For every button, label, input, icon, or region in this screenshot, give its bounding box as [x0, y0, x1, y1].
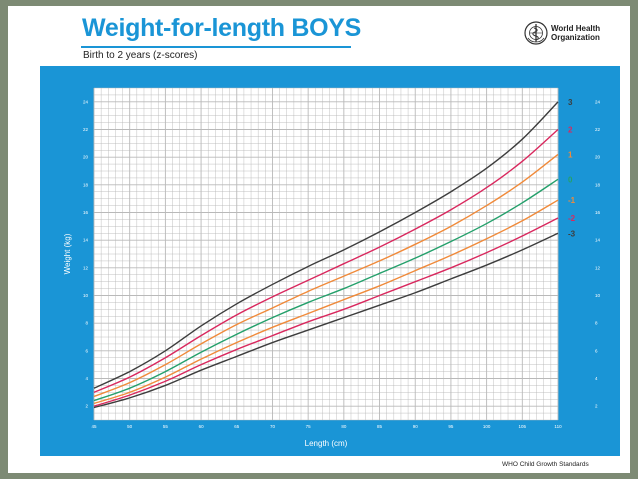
z-score-label: -2 — [568, 214, 576, 223]
y-axis-label: Weight (kg) — [63, 233, 72, 274]
who-name-line2: Organization — [551, 33, 600, 42]
x-axis-label: Length (cm) — [305, 439, 348, 448]
y-tick-label-right: 20 — [595, 155, 601, 160]
y-tick-label-left: 2 — [85, 404, 88, 409]
x-tick-labels: 45 50 55 60 65 70 75 80 85 90 95 100 105 110 — [91, 424, 562, 429]
y-tick-label-right: 4 — [595, 376, 598, 381]
y-tick-label-right: 22 — [595, 127, 601, 132]
y-tick-label-left: 10 — [83, 293, 89, 298]
x-tick-label: 75 — [306, 424, 312, 429]
x-tick-label: 45 — [91, 424, 97, 429]
series-line-z3 — [93, 101, 559, 389]
y-tick-label-right: 24 — [595, 99, 601, 104]
y-tick-label-left: 12 — [83, 265, 89, 270]
y-tick-label-right: 10 — [595, 293, 601, 298]
x-tick-label: 65 — [234, 424, 240, 429]
series-line-z0 — [93, 178, 559, 402]
series-line-zminus3 — [93, 232, 559, 409]
y-tick-label-right: 16 — [595, 210, 601, 215]
title-rule — [81, 46, 351, 48]
chart-subtitle: Birth to 2 years (z-scores) — [83, 50, 198, 61]
slide: Weight-for-length BOYS Birth to 2 years … — [8, 6, 630, 473]
x-tick-label: 70 — [270, 424, 276, 429]
y-tick-label-left: 6 — [85, 348, 88, 353]
x-tick-label: 100 — [483, 424, 491, 429]
grid-lines — [93, 87, 559, 421]
z-score-label: 0 — [568, 175, 573, 184]
z-score-label: -3 — [568, 229, 576, 238]
series-line-z2 — [93, 128, 559, 393]
x-tick-label: 60 — [199, 424, 205, 429]
z-score-label: 1 — [568, 150, 573, 159]
series-line-zminus1 — [93, 199, 559, 405]
x-tick-label: 105 — [519, 424, 527, 429]
z-score-label: 2 — [568, 126, 573, 135]
y-tick-label-left: 22 — [83, 127, 89, 132]
y-tick-label-left: 20 — [83, 155, 89, 160]
y-tick-label-left: 8 — [85, 321, 88, 326]
y-tick-label-right: 12 — [595, 265, 601, 270]
y-tick-label-right: 8 — [595, 321, 598, 326]
x-tick-label: 95 — [448, 424, 454, 429]
y-tick-label-right: 2 — [595, 404, 598, 409]
chart-title: Weight-for-length BOYS — [82, 14, 362, 42]
x-tick-label: 55 — [163, 424, 169, 429]
z-score-labels: 3 2 1 0 -1 -2 -3 — [568, 98, 576, 238]
y-tick-label-left: 16 — [83, 210, 89, 215]
x-tick-label: 90 — [413, 424, 419, 429]
x-tick-label: 110 — [554, 424, 562, 429]
y-tick-label-right: 14 — [595, 238, 601, 243]
x-tick-label: 80 — [341, 424, 347, 429]
y-tick-label-right: 18 — [595, 182, 601, 187]
footer-source: WHO Child Growth Standards — [502, 461, 589, 468]
z-score-label: 3 — [568, 98, 573, 107]
who-emblem-icon — [524, 21, 548, 45]
y-tick-label-left: 14 — [83, 238, 89, 243]
series-line-zminus2 — [93, 217, 559, 407]
who-name-line1: World Health — [551, 24, 601, 33]
who-name: World Health Organization — [551, 24, 615, 42]
x-tick-label: 50 — [127, 424, 133, 429]
chart-panel: 45 50 55 60 65 70 75 80 85 90 95 100 105 110 2 4 6 8 10 12… — [40, 66, 620, 456]
y-tick-label-left: 24 — [83, 99, 89, 104]
y-tick-label-left: 18 — [83, 182, 89, 187]
z-score-label: -1 — [568, 196, 576, 205]
who-logo: World Health Organization — [524, 21, 614, 47]
z-score-curves — [93, 101, 559, 409]
x-tick-label: 85 — [377, 424, 383, 429]
series-line-z1 — [93, 153, 559, 398]
growth-chart: 45 50 55 60 65 70 75 80 85 90 95 100 105 110 24681012… — [63, 87, 601, 448]
y-tick-label-left: 4 — [85, 376, 88, 381]
y-tick-label-right: 6 — [595, 348, 598, 353]
